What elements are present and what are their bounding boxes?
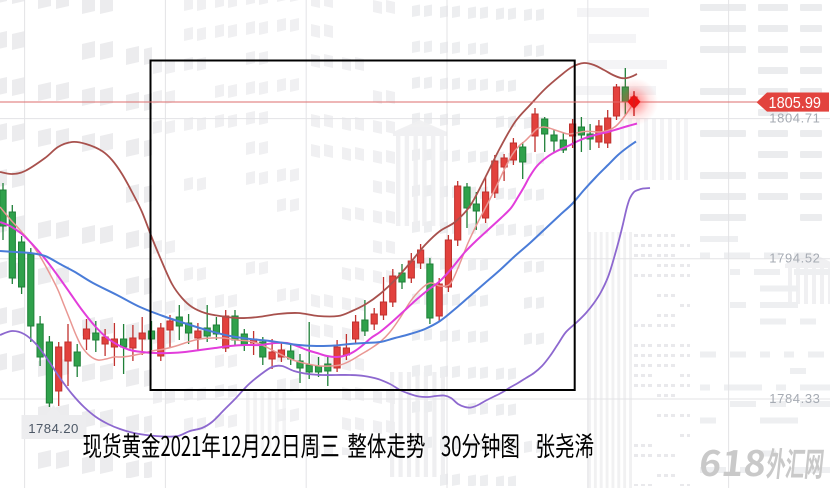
svg-text:1804.71: 1804.71: [769, 111, 820, 126]
svg-text:1784.33: 1784.33: [769, 391, 820, 406]
svg-text:1784.20: 1784.20: [28, 421, 78, 436]
svg-text:1794.52: 1794.52: [769, 251, 820, 266]
svg-text:1805.99: 1805.99: [769, 95, 822, 112]
